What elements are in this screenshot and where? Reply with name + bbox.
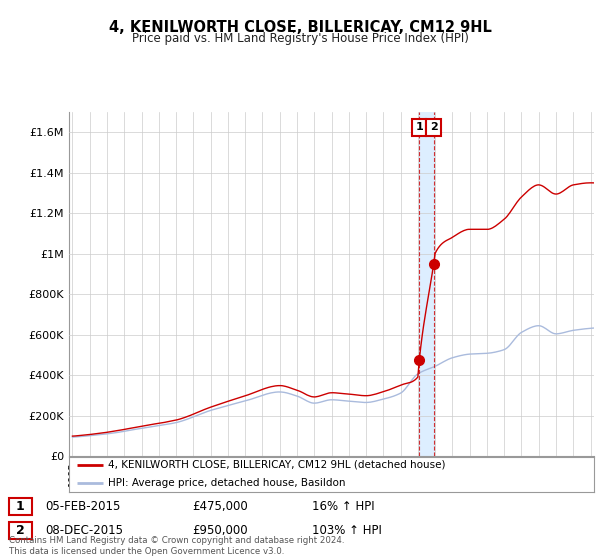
Text: 4, KENILWORTH CLOSE, BILLERICAY, CM12 9HL: 4, KENILWORTH CLOSE, BILLERICAY, CM12 9H… [109,20,491,35]
Text: 4, KENILWORTH CLOSE, BILLERICAY, CM12 9HL (detached house): 4, KENILWORTH CLOSE, BILLERICAY, CM12 9H… [109,460,446,470]
Text: 16% ↑ HPI: 16% ↑ HPI [312,500,374,514]
Text: £950,000: £950,000 [192,524,248,537]
Text: £475,000: £475,000 [192,500,248,514]
Text: 103% ↑ HPI: 103% ↑ HPI [312,524,382,537]
Text: Price paid vs. HM Land Registry's House Price Index (HPI): Price paid vs. HM Land Registry's House … [131,32,469,45]
Text: 1: 1 [16,500,25,514]
Text: 2: 2 [16,524,25,537]
Text: Contains HM Land Registry data © Crown copyright and database right 2024.
This d: Contains HM Land Registry data © Crown c… [9,536,344,556]
Text: 05-FEB-2015: 05-FEB-2015 [45,500,121,514]
Text: 2: 2 [430,123,437,133]
Bar [419,112,434,456]
Text: 08-DEC-2015: 08-DEC-2015 [45,524,123,537]
Text: HPI: Average price, detached house, Basildon: HPI: Average price, detached house, Basi… [109,478,346,488]
Text: 1: 1 [415,123,423,133]
